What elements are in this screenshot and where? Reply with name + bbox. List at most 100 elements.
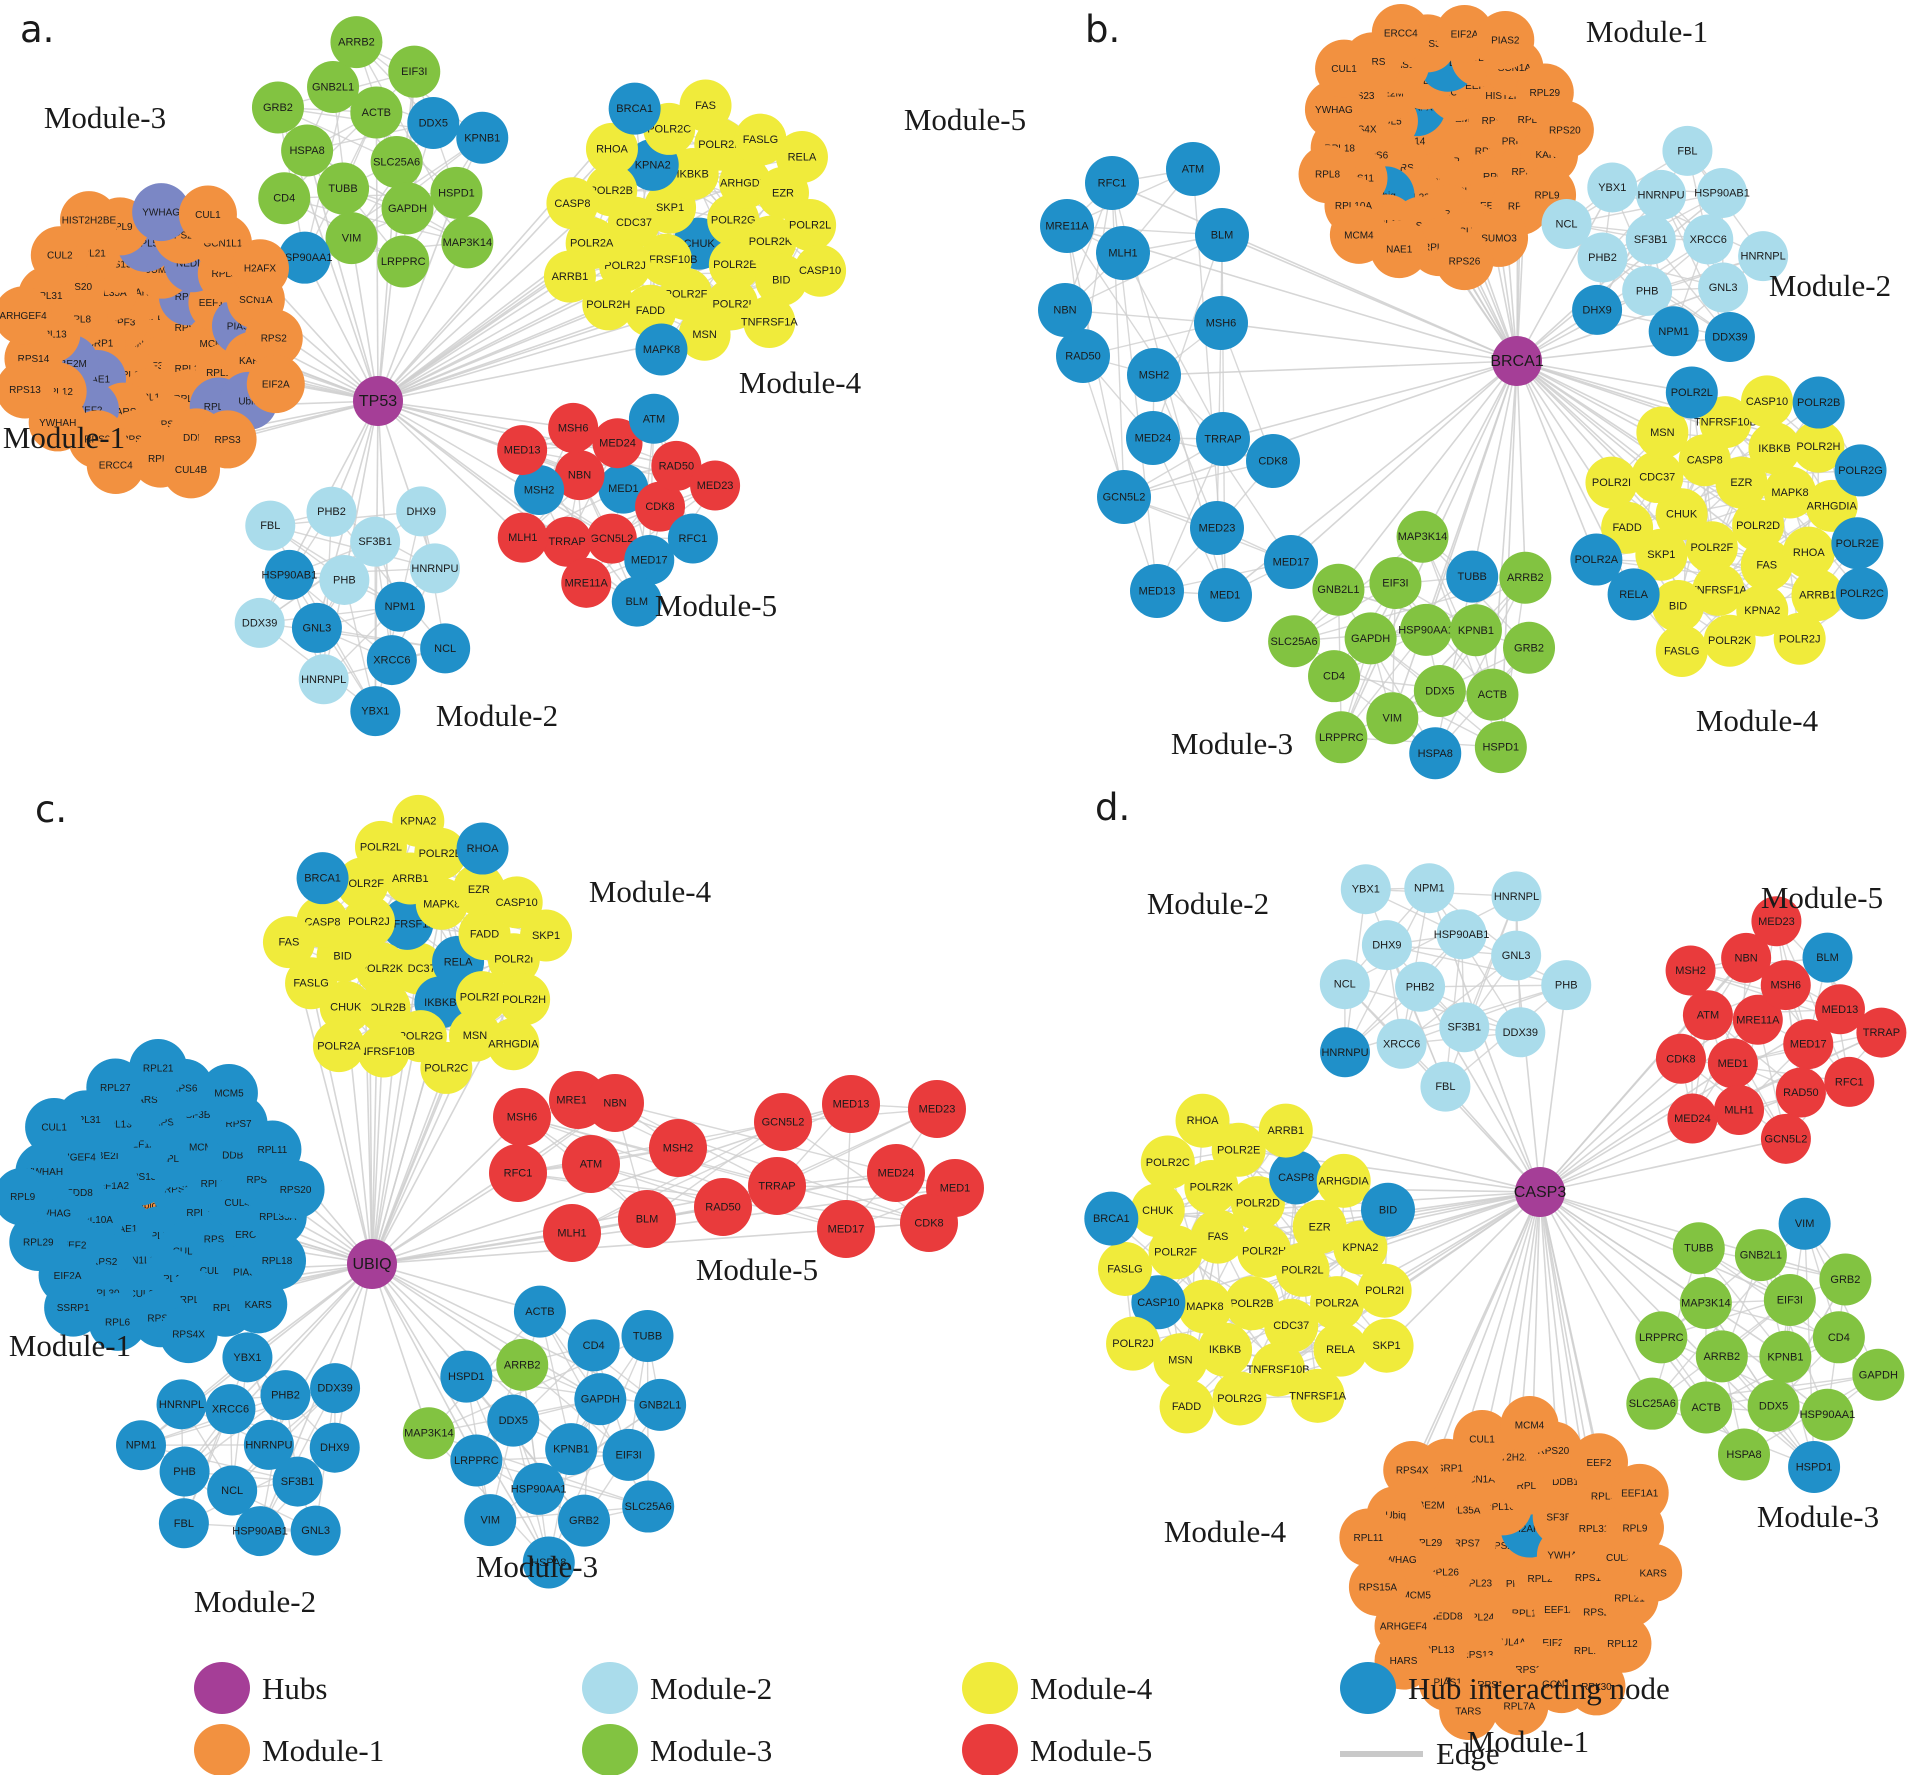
node-map3k14 xyxy=(441,216,494,269)
hub-edge xyxy=(1516,360,1663,434)
hub-edge xyxy=(371,1263,541,1313)
node-tnfrsf10b xyxy=(1251,1342,1306,1397)
cluster-module-2: HNRNPUNCLXRCC6SF3B1PHBPHB2HSP90AB1HNRNPL… xyxy=(115,1332,361,1557)
node-gnl3 xyxy=(290,1505,341,1556)
node-map3k14 xyxy=(1679,1277,1732,1330)
node-actb xyxy=(513,1285,566,1338)
legend-label-edge: Edge xyxy=(1436,1736,1500,1771)
node-grb2 xyxy=(558,1494,611,1547)
panel-letter: c. xyxy=(35,788,67,831)
node-lrpprc xyxy=(377,235,430,288)
node-hnrnpl xyxy=(1738,231,1789,282)
hub-edge xyxy=(343,400,379,581)
node-polr2b xyxy=(1792,376,1845,429)
node-ddx5 xyxy=(407,97,460,150)
hub-edge xyxy=(1539,1191,1707,1408)
node-blm xyxy=(1802,932,1853,983)
label-module-3: Module-3 xyxy=(476,1549,598,1584)
node-vim xyxy=(1366,692,1419,745)
node-polr2i xyxy=(1357,1263,1412,1318)
node-hspd1 xyxy=(440,1350,493,1403)
node-tnfrsf10b xyxy=(1699,396,1752,449)
hub-edge xyxy=(371,1263,601,1400)
node-rela xyxy=(1607,568,1660,621)
node-hnrnpu xyxy=(243,1419,294,1470)
node-atm xyxy=(1166,142,1220,196)
edge xyxy=(1064,234,1223,311)
node-slc25a6 xyxy=(622,1480,675,1533)
label-module-2: Module-2 xyxy=(1769,268,1891,303)
panel-letter: d. xyxy=(1095,786,1130,829)
node-cd4 xyxy=(1308,650,1361,703)
node-h2afx xyxy=(230,239,289,298)
node-med24 xyxy=(1667,1093,1718,1144)
node-gnb2l1 xyxy=(1734,1229,1787,1282)
node-polr2a xyxy=(312,1020,365,1073)
node-hnrnpl xyxy=(298,654,349,705)
edge xyxy=(1775,921,1850,1083)
hub-edge xyxy=(1539,1191,1654,1405)
node-polr2k xyxy=(1184,1160,1239,1215)
node-rps13 xyxy=(0,360,54,419)
node-rpl6 xyxy=(88,1292,147,1351)
hub-edge xyxy=(377,192,458,402)
node-rps20 xyxy=(266,1160,325,1219)
node-phb2 xyxy=(1395,961,1446,1012)
label-module-5: Module-5 xyxy=(696,1252,818,1287)
edge xyxy=(776,1108,938,1187)
node-polr2b xyxy=(358,981,411,1034)
node-ddx5 xyxy=(1747,1380,1800,1433)
legend-label-module-1: Module-1 xyxy=(262,1733,384,1768)
node-tnfrsf1a xyxy=(1692,563,1745,616)
node-msn xyxy=(678,308,731,361)
label-module-1: Module-1 xyxy=(9,1328,131,1363)
node-bid xyxy=(1360,1182,1415,1237)
node-cd4 xyxy=(258,172,311,225)
node-ddx39 xyxy=(1704,312,1755,363)
node-sf3b1 xyxy=(272,1456,323,1507)
node-rela xyxy=(775,131,828,184)
hub-node-tp53 xyxy=(353,376,403,426)
label-module-4: Module-4 xyxy=(739,365,862,400)
node-phb2 xyxy=(260,1370,311,1421)
node-casp10 xyxy=(794,244,847,297)
node-msh2 xyxy=(649,1119,707,1177)
node-atm xyxy=(562,1135,620,1193)
node-eif3i xyxy=(1369,556,1422,609)
edge xyxy=(1444,896,1518,1087)
hub-edge xyxy=(1463,1026,1541,1193)
hub-edge xyxy=(1516,286,1724,362)
node-med13 xyxy=(822,1075,880,1133)
node-polr2c xyxy=(1140,1135,1195,1190)
node-kpnb1 xyxy=(1449,604,1502,657)
node-med17 xyxy=(624,534,675,585)
node-fbl xyxy=(1662,125,1713,176)
node-hsp90aa1 xyxy=(512,1462,565,1515)
node-eef1a1 xyxy=(1610,1463,1669,1522)
edge xyxy=(517,1172,724,1208)
node-npm1 xyxy=(1404,863,1455,914)
node-ddx39 xyxy=(310,1363,361,1414)
node-hspd1 xyxy=(1474,721,1527,774)
node-med13 xyxy=(1130,564,1184,618)
node-casp8 xyxy=(1269,1150,1324,1205)
node-tubb xyxy=(1672,1222,1725,1275)
node-nbn xyxy=(586,1074,644,1132)
legend-label-module-3: Module-3 xyxy=(650,1733,772,1768)
node-ncl xyxy=(207,1465,258,1516)
node-faslg xyxy=(1098,1241,1153,1296)
node-cd4 xyxy=(1812,1311,1865,1364)
node-mre11a xyxy=(1040,199,1094,253)
hub-edge xyxy=(377,400,574,429)
node-trrap xyxy=(1196,412,1250,466)
node-fbl xyxy=(245,500,296,551)
node-msh6 xyxy=(548,402,599,453)
node-ywhag xyxy=(132,183,191,242)
node-rps2 xyxy=(244,309,303,368)
node-pias2 xyxy=(1476,10,1535,69)
node-fas xyxy=(679,79,732,132)
node-nbn xyxy=(1038,283,1092,337)
node-grb2 xyxy=(1819,1253,1872,1306)
node-rad50 xyxy=(694,1178,752,1236)
